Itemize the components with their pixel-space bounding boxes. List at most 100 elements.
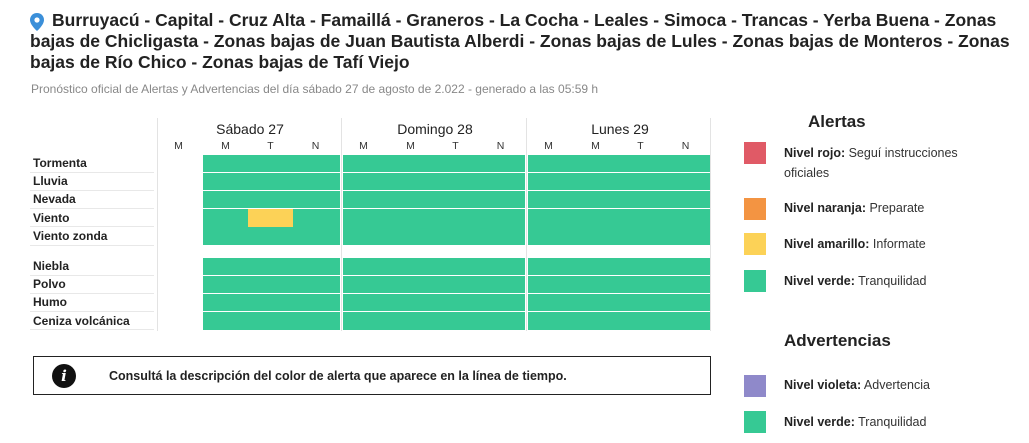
alert-cell-green	[248, 190, 293, 209]
row-label: Lluvia	[33, 174, 68, 189]
row-label: Ceniza volcánica	[33, 313, 130, 328]
alert-cell-green	[528, 154, 573, 173]
alert-cell-green	[478, 293, 525, 312]
legend-name: Nivel verde:	[784, 415, 855, 429]
row-divider	[30, 292, 154, 294]
alert-cell-green	[433, 275, 478, 294]
swatch-verde	[744, 270, 766, 292]
alert-cell-green	[573, 227, 618, 245]
alert-cell-green	[528, 312, 573, 330]
alert-cell-green	[248, 227, 293, 245]
alert-cell-green	[433, 209, 478, 227]
alert-cell-green	[663, 154, 710, 173]
alert-cell-green	[478, 172, 525, 191]
alert-cell-green	[528, 227, 573, 245]
row-divider	[30, 274, 154, 276]
alert-cell-green	[343, 227, 388, 245]
alert-cell-green	[528, 275, 573, 294]
alert-cell-green	[343, 154, 388, 173]
period-label: M	[591, 140, 600, 152]
period-label: M	[221, 140, 230, 152]
alert-cell-green	[293, 190, 340, 209]
day-label: Sábado 27	[216, 121, 284, 137]
period-label: M	[544, 140, 553, 152]
alert-cell-green	[573, 275, 618, 294]
alert-cell-green	[573, 154, 618, 173]
alert-cell-green	[203, 190, 248, 209]
alert-cell-green	[433, 190, 478, 209]
alert-cell-green	[203, 154, 248, 173]
row-label: Viento	[33, 210, 70, 225]
swatch-violeta	[744, 375, 766, 397]
alert-cell-green	[478, 190, 525, 209]
alert-cell-green	[528, 209, 573, 227]
legend-item-violeta: Nivel violeta: Advertencia	[784, 375, 1024, 395]
alert-cell-green	[663, 172, 710, 191]
period-label: N	[311, 140, 320, 152]
alert-cell-green	[618, 209, 663, 227]
alert-cell-green	[343, 257, 388, 276]
alert-cell-green	[528, 257, 573, 276]
legend-desc: Tranquilidad	[854, 415, 927, 429]
alert-cell-green	[203, 275, 248, 294]
swatch-amarillo	[744, 233, 766, 255]
row-divider	[30, 226, 154, 228]
alert-cell-yellow	[248, 209, 293, 227]
alert-cell-green	[293, 312, 340, 330]
legend-item-naranja: Nivel naranja: Preparate	[784, 198, 1024, 218]
legend-name: Nivel naranja:	[784, 201, 866, 215]
alert-cell-green	[343, 293, 388, 312]
period-label: M	[406, 140, 415, 152]
legend-item-verde: Nivel verde: Tranquilidad	[784, 271, 1024, 291]
alert-cell-green	[293, 275, 340, 294]
alert-cell-green	[618, 312, 663, 330]
page-subtitle: Pronóstico oficial de Alertas y Adverten…	[31, 82, 599, 96]
alert-cell-green	[388, 154, 433, 173]
alertas-title: Alertas	[808, 112, 866, 131]
row-label: Nevada	[33, 192, 76, 207]
alert-cell-green	[293, 257, 340, 276]
legend-item-verde-advertencia: Nivel verde: Tranquilidad	[784, 412, 1024, 432]
period-label: T	[452, 140, 459, 152]
alert-cell-green	[573, 293, 618, 312]
alert-cell-green	[478, 227, 525, 245]
alert-cell-green	[618, 154, 663, 173]
legend-name: Nivel amarillo:	[784, 237, 870, 251]
period-label: M	[359, 140, 368, 152]
alert-cell-green	[618, 293, 663, 312]
alert-cell-green	[573, 190, 618, 209]
alert-cell-green	[618, 190, 663, 209]
alert-cell-green	[293, 293, 340, 312]
legend-item-amarillo: Nivel amarillo: Informate	[784, 234, 1024, 254]
alert-cell-green	[203, 312, 248, 330]
alert-cell-green	[618, 172, 663, 191]
row-label: Humo	[33, 295, 67, 310]
alert-timeline: Sábado 27 M M T N Domingo 28 M M T N Lunes 29 M M T N T…	[30, 118, 712, 333]
day-separator	[710, 118, 711, 331]
day-separator	[341, 118, 342, 331]
alert-cell-green	[248, 154, 293, 173]
day-separator	[157, 118, 158, 331]
period-label: T	[637, 140, 644, 152]
alert-cell-green	[528, 172, 573, 191]
alert-cell-green	[388, 172, 433, 191]
legend-desc: Tranquilidad	[854, 274, 927, 288]
alert-cell-green	[478, 312, 525, 330]
period-label: M	[174, 140, 183, 152]
title-block: Burruyacú - Capital - Cruz Alta - Famail…	[30, 10, 1025, 73]
alert-cell-green	[203, 172, 248, 191]
alert-cell-green	[293, 227, 340, 245]
page-title: Burruyacú - Capital - Cruz Alta - Famail…	[30, 10, 1010, 72]
alert-cell-green	[663, 275, 710, 294]
row-divider	[30, 208, 154, 210]
alert-cell-green	[478, 209, 525, 227]
alert-cell-green	[663, 209, 710, 227]
alert-cell-green	[343, 190, 388, 209]
row-divider	[30, 311, 154, 313]
info-icon: i	[52, 364, 76, 388]
alert-cell-green	[248, 275, 293, 294]
info-text: Consultá la descripción del color de ale…	[109, 369, 567, 383]
alert-cell-green	[478, 154, 525, 173]
alert-cell-green	[618, 275, 663, 294]
row-divider	[30, 329, 154, 331]
